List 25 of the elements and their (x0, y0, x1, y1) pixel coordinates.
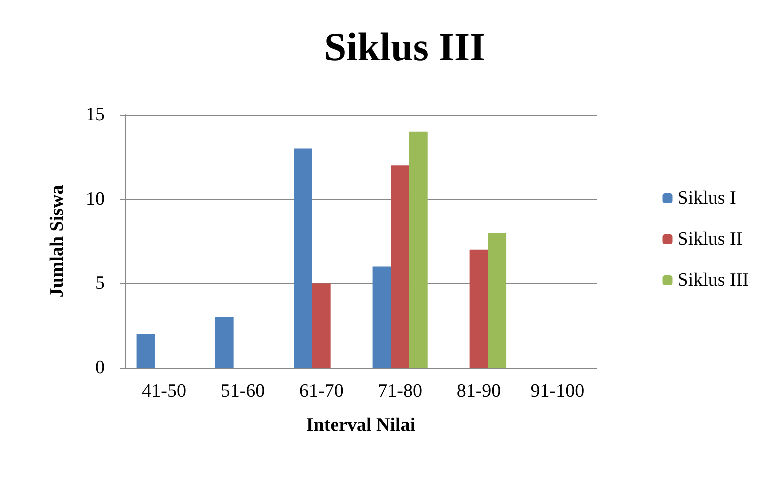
bar (470, 250, 488, 368)
y-axis-title: Jumlah Siswa (47, 184, 68, 298)
chart-title: Siklus III (324, 24, 486, 70)
bar (312, 284, 331, 368)
x-tick-label: 61-70 (300, 381, 344, 402)
y-tick-label: 10 (86, 188, 105, 210)
x-tick-label: 71-80 (378, 381, 422, 402)
x-tick-label: 81-90 (456, 381, 502, 402)
y-tick-label: 5 (96, 273, 105, 294)
bar (136, 334, 156, 368)
bar (410, 132, 428, 368)
x-tick-label: 41-50 (142, 381, 186, 402)
legend-label: Siklus II (678, 229, 743, 250)
x-tick-label: 91-100 (530, 381, 585, 402)
x-axis-title: Interval Nilai (306, 415, 416, 436)
bar (372, 266, 392, 368)
bar (215, 317, 234, 368)
bar (391, 166, 410, 368)
y-tick-label: 0 (96, 358, 105, 378)
legend-label: Siklus I (678, 188, 736, 209)
y-tick-label: 15 (86, 104, 105, 126)
x-tick-label: 51-60 (220, 381, 266, 402)
bar (294, 148, 312, 368)
bar (488, 233, 507, 368)
legend-label: Siklus III (678, 270, 749, 291)
